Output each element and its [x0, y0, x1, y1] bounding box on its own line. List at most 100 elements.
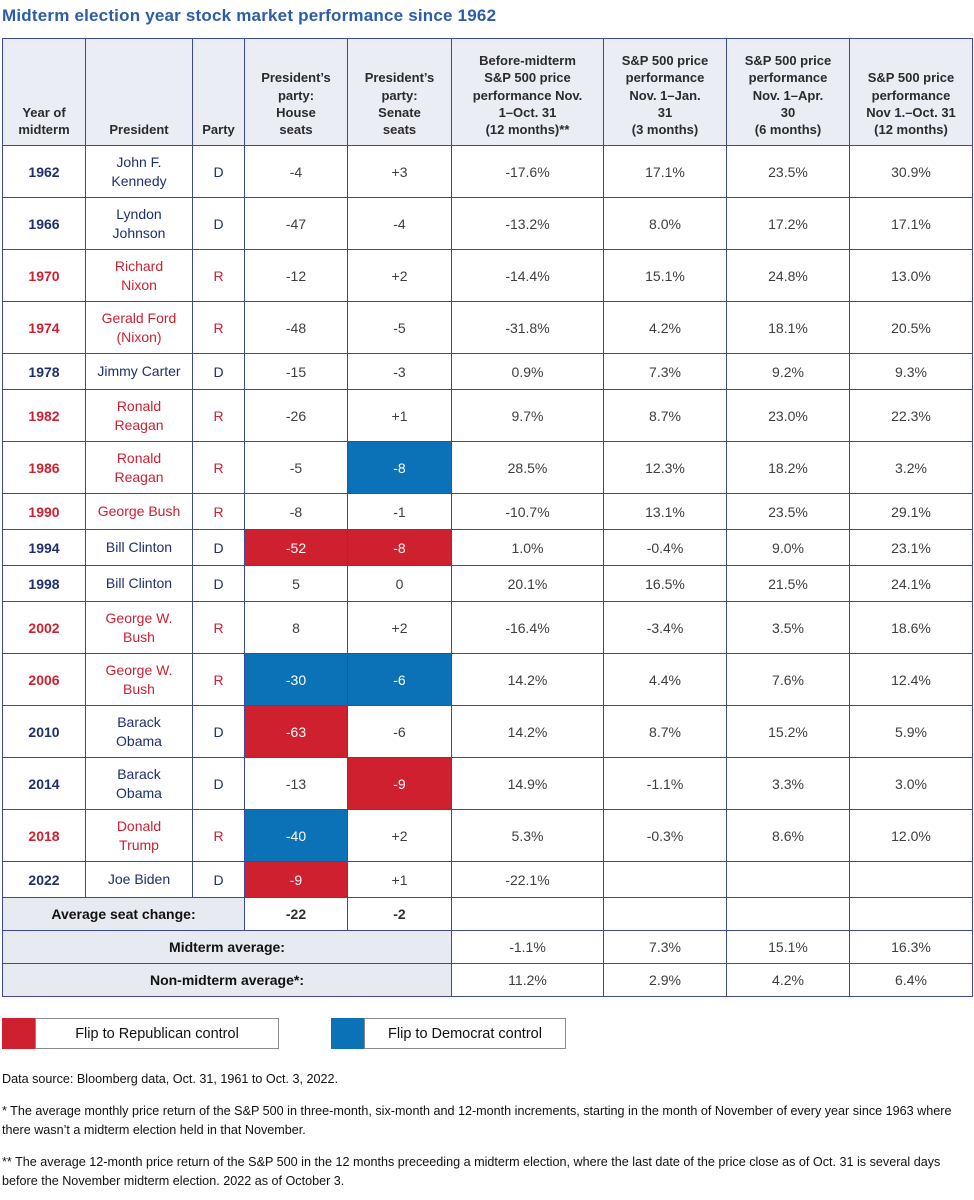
table-row: 2010 Barack Obama D -63 -6 14.2% 8.7% 15.2% 5.9% [2, 705, 973, 758]
average-seat-change-row: Average seat change: -22 -2 [2, 897, 973, 931]
performance-12-months-cell: 3.2% [849, 441, 973, 494]
performance-6-months-cell: 18.2% [726, 441, 850, 494]
house-seats-cell: -5 [244, 441, 348, 494]
table-row: 1974 Gerald Ford (Nixon) R -48 -5 -31.8% 4.2% 1… [2, 301, 973, 354]
performance-12-months-cell: 24.1% [849, 565, 973, 602]
table-row: 2006 George W. Bush R -30 -6 14.2% 4.4% 7.6% 12.… [2, 653, 973, 706]
legend-label-democrat: Flip to Democrat control [364, 1018, 566, 1049]
performance-6-months-cell: 9.2% [726, 353, 850, 390]
performance-12-months-cell: 17.1% [849, 197, 973, 250]
legend-item-republican: Flip to Republican control [2, 1018, 279, 1049]
performance-3-months-cell: 8.7% [603, 705, 727, 758]
header-row: Year of midterm President Party Presiden… [2, 38, 973, 146]
table-row: 1994 Bill Clinton D -52 -8 1.0% -0.4% 9.0% 23.1% [2, 529, 973, 566]
party-cell: R [192, 389, 245, 442]
before-midterm-performance-cell: -17.6% [451, 145, 604, 198]
senate-seats-cell: -6 [347, 653, 452, 706]
performance-6-months-cell: 23.5% [726, 145, 850, 198]
performance-3-months-cell: 16.5% [603, 565, 727, 602]
president-cell: George W. Bush [85, 601, 193, 654]
performance-6-months-cell: 21.5% [726, 565, 850, 602]
performance-3-months-cell: 15.1% [603, 249, 727, 302]
house-seats-cell: -12 [244, 249, 348, 302]
senate-seats-cell: 0 [347, 565, 452, 602]
header-president: President [85, 38, 193, 146]
footnote-double-asterisk: ** The average 12-month price return of … [2, 1154, 941, 1188]
president-cell: Bill Clinton [85, 565, 193, 602]
before-midterm-performance-cell: 14.9% [451, 757, 604, 810]
header-performance-3-months: S&P 500 price performance Nov. 1–Jan. 31… [603, 38, 727, 146]
year-cell: 1990 [2, 493, 86, 530]
table-row: 2014 Barack Obama D -13 -9 14.9% -1.1% 3.3% 3.0% [2, 757, 973, 810]
average-house-seat-change: -22 [244, 897, 348, 931]
party-cell: R [192, 301, 245, 354]
non-midterm-average-label: Non-midterm average*: [2, 963, 452, 997]
table-body: 1962 John F. Kennedy D -4 +3 -17.6% 17.1% 23.5%… [2, 145, 973, 898]
president-cell: John F. Kennedy [85, 145, 193, 198]
table-row: 1962 John F. Kennedy D -4 +3 -17.6% 17.1% 23.5%… [2, 145, 973, 198]
midterm-average-label: Midterm average: [2, 930, 452, 964]
performance-12-months-cell: 23.1% [849, 529, 973, 566]
performance-12-months-cell [849, 861, 973, 898]
performance-3-months-cell: 17.1% [603, 145, 727, 198]
performance-6-months-cell: 24.8% [726, 249, 850, 302]
year-cell: 1966 [2, 197, 86, 250]
president-cell: Gerald Ford (Nixon) [85, 301, 193, 354]
performance-3-months-cell: 4.4% [603, 653, 727, 706]
party-cell: D [192, 529, 245, 566]
before-midterm-performance-cell: 20.1% [451, 565, 604, 602]
year-cell: 1970 [2, 249, 86, 302]
performance-12-months-cell: 30.9% [849, 145, 973, 198]
party-cell: R [192, 493, 245, 530]
party-cell: R [192, 441, 245, 494]
before-midterm-performance-cell: -16.4% [451, 601, 604, 654]
president-cell: Ronald Reagan [85, 389, 193, 442]
performance-6-months-cell: 17.2% [726, 197, 850, 250]
before-midterm-performance-cell: 28.5% [451, 441, 604, 494]
year-cell: 2014 [2, 757, 86, 810]
president-cell: Joe Biden [85, 861, 193, 898]
before-midterm-performance-cell: 14.2% [451, 653, 604, 706]
senate-seats-cell: -6 [347, 705, 452, 758]
house-seats-cell: -9 [244, 861, 348, 898]
party-cell: D [192, 353, 245, 390]
performance-6-months-cell: 7.6% [726, 653, 850, 706]
legend-item-democrat: Flip to Democrat control [331, 1018, 566, 1049]
midterm-average-row: Midterm average: -1.1% 7.3% 15.1% 16.3% [2, 930, 973, 964]
table-row: 1986 Ronald Reagan R -5 -8 28.5% 12.3% 18.2% 3.2… [2, 441, 973, 494]
before-midterm-performance-cell: -31.8% [451, 301, 604, 354]
house-seats-cell: 5 [244, 565, 348, 602]
table-row: 1966 Lyndon Johnson D -47 -4 -13.2% 8.0% 17.2% 1… [2, 197, 973, 250]
empty-cell [726, 897, 850, 931]
table-row: 1990 George Bush R -8 -1 -10.7% 13.1% 23.5% 29.1… [2, 493, 973, 530]
header-performance-12-months: S&P 500 price performance Nov 1.–Oct. 31… [849, 38, 973, 146]
non-midterm-average-row: Non-midterm average*: 11.2% 2.9% 4.2% 6.… [2, 963, 973, 997]
party-cell: R [192, 601, 245, 654]
average-senate-seat-change: -2 [347, 897, 452, 931]
performance-12-months-cell: 20.5% [849, 301, 973, 354]
house-seats-cell: -4 [244, 145, 348, 198]
house-seats-cell: -26 [244, 389, 348, 442]
table-row: 2022 Joe Biden D -9 +1 -22.1% [2, 861, 973, 898]
president-cell: Ronald Reagan [85, 441, 193, 494]
senate-seats-cell: -5 [347, 301, 452, 354]
senate-seats-cell: +1 [347, 861, 452, 898]
before-midterm-performance-cell: 5.3% [451, 809, 604, 862]
year-cell: 1982 [2, 389, 86, 442]
president-cell: Lyndon Johnson [85, 197, 193, 250]
performance-12-months-cell: 29.1% [849, 493, 973, 530]
house-seats-cell: -47 [244, 197, 348, 250]
year-cell: 1974 [2, 301, 86, 354]
performance-6-months-cell [726, 861, 850, 898]
performance-12-months-cell: 18.6% [849, 601, 973, 654]
senate-seats-cell: -8 [347, 529, 452, 566]
senate-seats-cell: +2 [347, 601, 452, 654]
table-row: 1982 Ronald Reagan R -26 +1 9.7% 8.7% 23.0% 22.3… [2, 389, 973, 442]
senate-seats-cell: +2 [347, 809, 452, 862]
table-row: 1970 Richard Nixon R -12 +2 -14.4% 15.1% 24.8% 1… [2, 249, 973, 302]
performance-3-months-cell: 12.3% [603, 441, 727, 494]
midterm-average-6-months: 15.1% [726, 930, 850, 964]
year-cell: 1986 [2, 441, 86, 494]
before-midterm-performance-cell: 1.0% [451, 529, 604, 566]
president-cell: Richard Nixon [85, 249, 193, 302]
